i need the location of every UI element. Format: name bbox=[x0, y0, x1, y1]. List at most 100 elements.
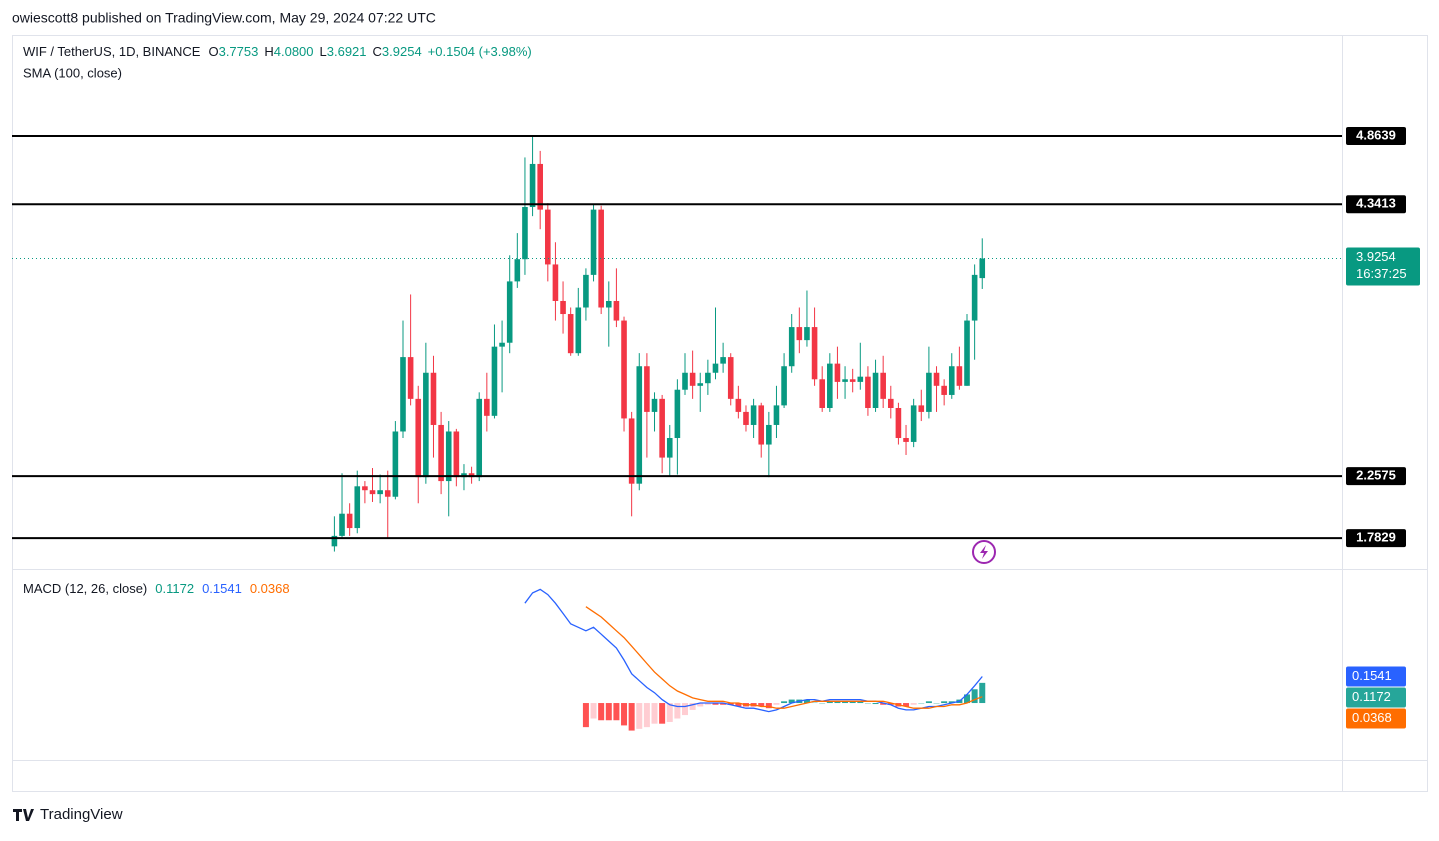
candle-body bbox=[346, 513, 353, 529]
candle-body bbox=[819, 379, 825, 408]
candle-body bbox=[605, 300, 612, 308]
candle-body bbox=[529, 163, 536, 208]
last-price-label: 3.9254 bbox=[1356, 249, 1396, 264]
histogram-bar bbox=[582, 703, 589, 728]
candle-body bbox=[651, 398, 658, 412]
candle-body bbox=[979, 258, 986, 279]
histogram-bar bbox=[811, 701, 818, 704]
candle-body bbox=[659, 398, 665, 458]
candle-body bbox=[552, 264, 559, 301]
candle-body bbox=[491, 346, 498, 416]
candle-body bbox=[811, 327, 818, 380]
candle-body bbox=[567, 314, 574, 354]
candle-body bbox=[849, 379, 856, 382]
labels-layer: 4.8639 4.3413 2.2575 1.7829 3.9254 16:37:25 0.… bbox=[1346, 127, 1420, 729]
histogram-bar bbox=[834, 701, 841, 704]
candle-body bbox=[339, 513, 345, 536]
ohlc-value: 4.0800 bbox=[274, 44, 314, 59]
histogram-bar bbox=[735, 703, 742, 707]
candle-body bbox=[712, 363, 719, 373]
histogram-bar bbox=[826, 701, 833, 704]
histogram-bar bbox=[636, 703, 643, 729]
candle-body bbox=[750, 405, 757, 425]
value-box-label: 0.1541 bbox=[1352, 668, 1392, 683]
candle-body bbox=[758, 405, 765, 445]
candle-body bbox=[613, 300, 620, 321]
level-label: 2.2575 bbox=[1356, 468, 1396, 483]
candle-body bbox=[735, 398, 742, 412]
value-box-label: 0.1172 bbox=[1352, 689, 1391, 704]
histogram-bar bbox=[643, 703, 650, 728]
candle-body bbox=[583, 274, 589, 308]
histogram-bar bbox=[720, 703, 727, 705]
macd-legend: MACD (12, 26, close) 0.1172 0.1541 0.0368 bbox=[23, 581, 290, 596]
candle-body bbox=[674, 389, 681, 439]
brand[interactable]: TradingView bbox=[40, 806, 123, 823]
candle-body bbox=[560, 300, 566, 315]
histogram-bar bbox=[704, 703, 711, 705]
histogram-bar bbox=[803, 699, 810, 704]
value-box bbox=[1346, 708, 1406, 729]
candle-body bbox=[827, 363, 833, 408]
candle-body bbox=[865, 376, 871, 408]
chart-frame bbox=[12, 35, 1428, 792]
histogram-bar bbox=[613, 703, 620, 721]
histogram-bar bbox=[819, 703, 826, 705]
candle-body bbox=[506, 281, 513, 343]
candle-body bbox=[369, 490, 376, 495]
candle-body bbox=[872, 372, 879, 408]
candle-body bbox=[743, 411, 749, 425]
candle-body bbox=[727, 357, 734, 399]
candle-body bbox=[400, 357, 406, 432]
candle-body bbox=[956, 366, 963, 386]
candle-body bbox=[537, 163, 543, 210]
candle-body bbox=[857, 376, 864, 382]
candle-body bbox=[438, 424, 444, 482]
ohlc-value: 3.9254 bbox=[382, 44, 422, 59]
candle-body bbox=[788, 327, 795, 367]
alert-bolt[interactable] bbox=[980, 545, 988, 559]
candle-body bbox=[941, 385, 947, 395]
histogram-bar bbox=[849, 701, 856, 704]
candle-body bbox=[514, 259, 521, 282]
last-price-box bbox=[1346, 247, 1420, 286]
candle-body bbox=[697, 383, 704, 386]
histogram-bar bbox=[781, 701, 788, 704]
histogram-bar bbox=[674, 703, 681, 719]
ohlc-key: L bbox=[320, 44, 327, 59]
histogram-bar bbox=[788, 699, 795, 704]
footer-logo[interactable]: TradingView bbox=[13, 806, 123, 823]
candle-body bbox=[384, 490, 391, 497]
histogram-bar bbox=[712, 703, 719, 705]
macd-hist-value: 0.1172 bbox=[155, 581, 194, 596]
level-label: 4.3413 bbox=[1356, 196, 1396, 211]
ohlc-value: 3.6921 bbox=[327, 44, 367, 59]
candle-body bbox=[910, 405, 917, 442]
candle-body bbox=[430, 372, 437, 425]
histogram-bar bbox=[590, 703, 597, 719]
candle-body bbox=[636, 366, 643, 484]
candle-body bbox=[453, 431, 460, 478]
macd-line bbox=[524, 588, 983, 713]
histogram-bar bbox=[971, 689, 978, 704]
logo-mark[interactable] bbox=[13, 809, 34, 821]
candle-body bbox=[682, 372, 688, 390]
alert-icon[interactable] bbox=[972, 540, 996, 564]
symbol: WIF / TetherUS, 1D, BINANCE bbox=[23, 44, 201, 59]
candle-body bbox=[644, 366, 650, 412]
value-box bbox=[1346, 687, 1406, 708]
candle-body bbox=[705, 372, 711, 384]
histogram-bar bbox=[666, 703, 673, 722]
candle-body bbox=[766, 424, 772, 445]
histogram-bar bbox=[727, 703, 734, 705]
candle-body bbox=[834, 363, 841, 382]
ohlc-key: O bbox=[208, 44, 218, 59]
candle-body bbox=[362, 486, 368, 491]
candle-body bbox=[781, 366, 787, 406]
histogram-bar bbox=[758, 703, 765, 707]
ohlc-value: 3.7753 bbox=[219, 44, 259, 59]
candle-body bbox=[773, 405, 780, 425]
macd-line-value: 0.1541 bbox=[202, 581, 242, 596]
candle-body bbox=[377, 490, 383, 495]
